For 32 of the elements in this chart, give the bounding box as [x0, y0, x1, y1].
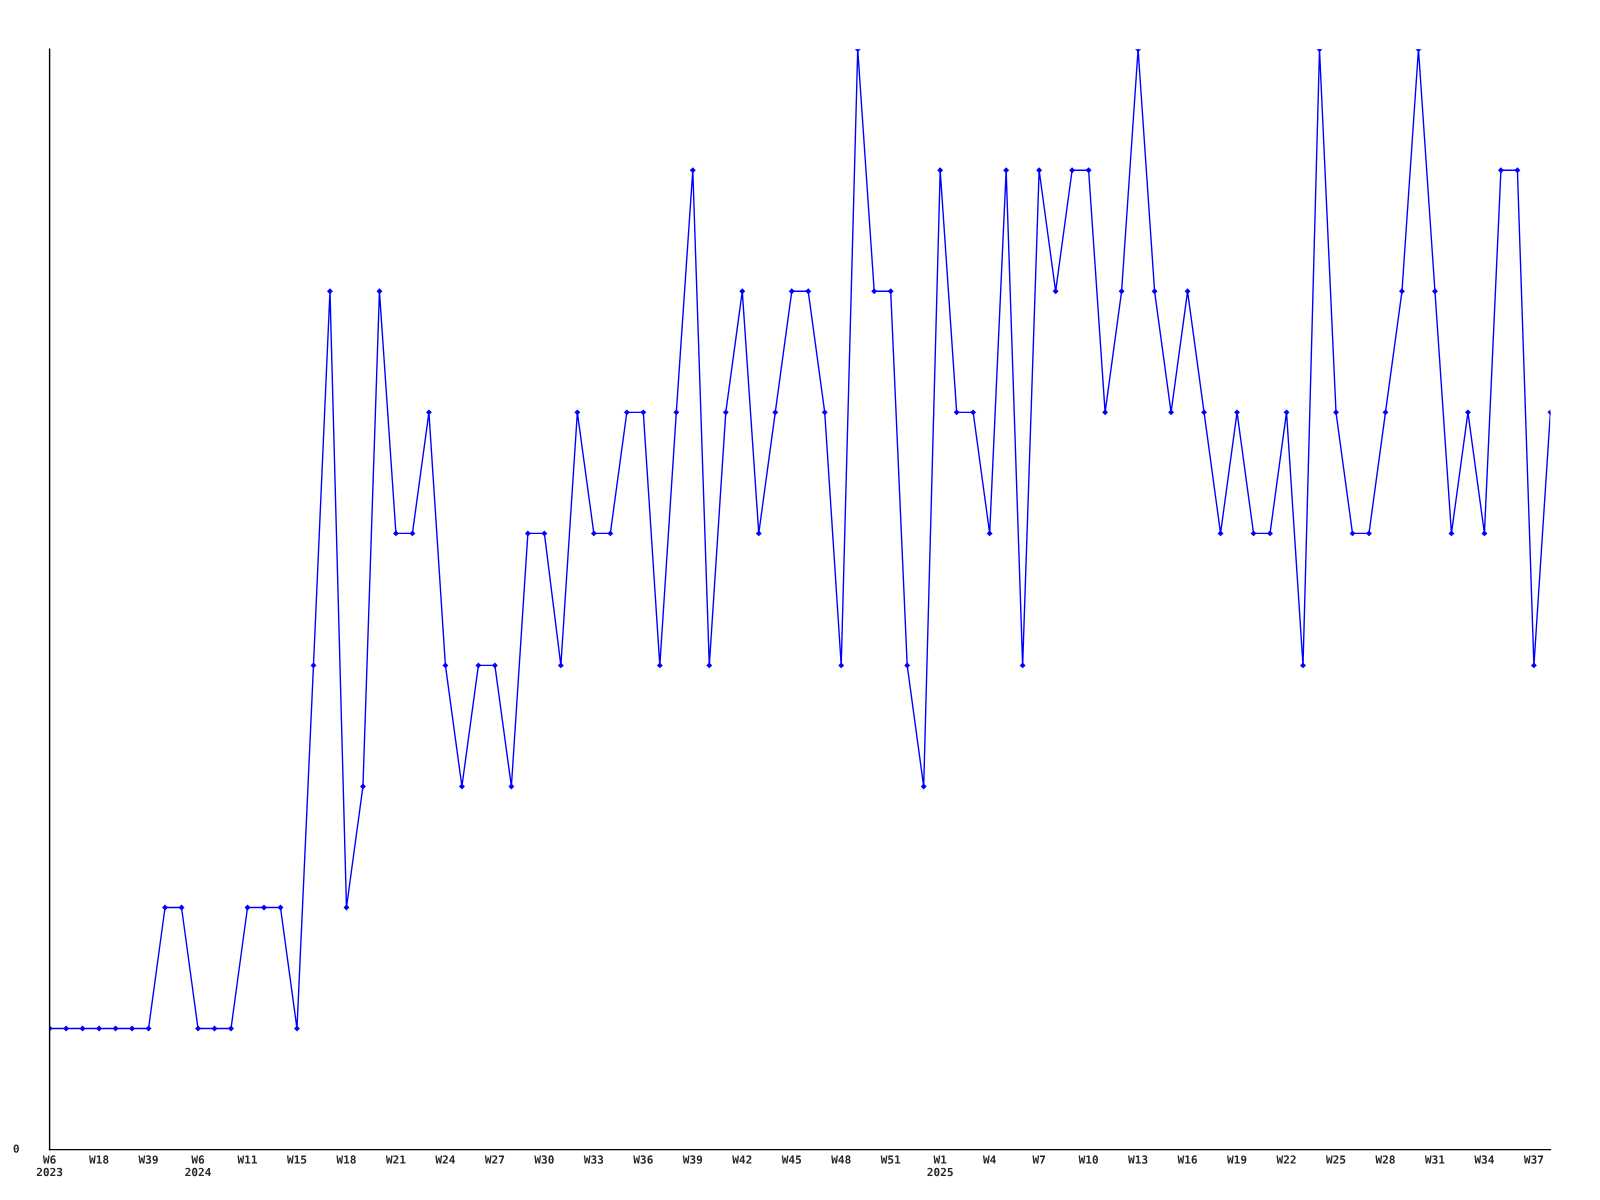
x-tick-label: W22: [1276, 1155, 1296, 1164]
x-tick-label: W39: [138, 1155, 158, 1164]
x-tick-label: W37: [1523, 1155, 1544, 1164]
x-tick-label: W24: [435, 1155, 455, 1164]
x-tick-label: W21: [385, 1155, 406, 1164]
x-tick-label: W6 2024: [185, 1155, 211, 1177]
x-tick-label: W36: [633, 1155, 653, 1164]
x-tick-label: W51: [880, 1155, 901, 1164]
x-tick-label: W31: [1424, 1155, 1445, 1164]
x-tick-label: W10: [1078, 1155, 1098, 1164]
x-tick-label: W42: [732, 1155, 752, 1164]
x-tick-label: W15: [286, 1155, 307, 1164]
x-tick-label: W48: [831, 1155, 851, 1164]
x-tick-label: W13: [1128, 1155, 1148, 1164]
x-tick-label: W45: [781, 1155, 802, 1164]
x-tick-label: W25: [1325, 1155, 1346, 1164]
x-tick-label: W19: [1227, 1155, 1247, 1164]
x-tick-label: W11: [237, 1155, 258, 1164]
x-tick-label: W28: [1375, 1155, 1395, 1164]
x-tick-label: W34: [1474, 1155, 1494, 1164]
x-tick-label: W6 2023: [36, 1155, 63, 1177]
x-tick-label: W33: [583, 1155, 604, 1164]
x-tick-label: W30: [534, 1155, 554, 1164]
x-tick-label: W4: [982, 1155, 996, 1164]
x-tick-label: W7: [1032, 1155, 1045, 1164]
text: 0: [13, 1144, 19, 1153]
x-tick-label: W18: [336, 1155, 356, 1164]
x-tick-label: W39: [682, 1155, 703, 1164]
x-tick-label: W16: [1177, 1155, 1197, 1164]
x-tick-label: W18: [89, 1155, 109, 1164]
x-tick-label: W1 2025: [927, 1155, 953, 1177]
x-tick-label: W27: [484, 1155, 505, 1164]
